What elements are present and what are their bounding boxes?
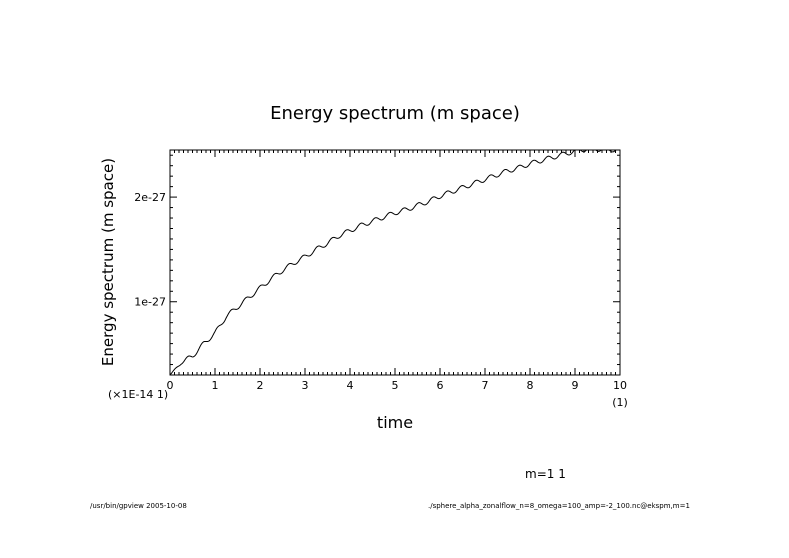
x-tick-label: 9 xyxy=(572,379,579,392)
minor-ticks xyxy=(170,150,620,375)
x-tick-label: 3 xyxy=(302,379,309,392)
x-axis-label: time xyxy=(377,413,413,432)
y-axis-label: Energy spectrum (m space) xyxy=(99,158,117,366)
x-axis: 0 1 2 3 4 5 6 7 8 9 10 xyxy=(167,150,627,392)
legend-label: m=1 1 xyxy=(525,467,566,481)
x-tick-label: 10 xyxy=(613,379,627,392)
x-tick-label: 4 xyxy=(347,379,354,392)
x-unit-label: (1) xyxy=(612,396,628,409)
chart-title: Energy spectrum (m space) xyxy=(270,103,520,124)
x-tick-label: 5 xyxy=(392,379,399,392)
y-axis: 1e-27 2e-27 xyxy=(134,191,620,309)
y-scale-label: (×1E-14 1) xyxy=(108,388,168,401)
x-tick-label: 7 xyxy=(482,379,489,392)
y-tick-label: 1e-27 xyxy=(134,296,166,309)
x-tick-label: 1 xyxy=(212,379,219,392)
x-tick-label: 0 xyxy=(167,379,174,392)
x-tick-label: 8 xyxy=(527,379,534,392)
y-tick-label: 2e-27 xyxy=(134,191,166,204)
plot-frame xyxy=(169,149,621,376)
x-tick-label: 2 xyxy=(257,379,264,392)
footer-left: /usr/bin/gpview 2005-10-08 xyxy=(90,502,187,510)
footer-right: ./sphere_alpha_zonalflow_n=8_omega=100_a… xyxy=(428,502,690,510)
x-tick-label: 6 xyxy=(437,379,444,392)
series-line-m1 xyxy=(169,149,620,376)
